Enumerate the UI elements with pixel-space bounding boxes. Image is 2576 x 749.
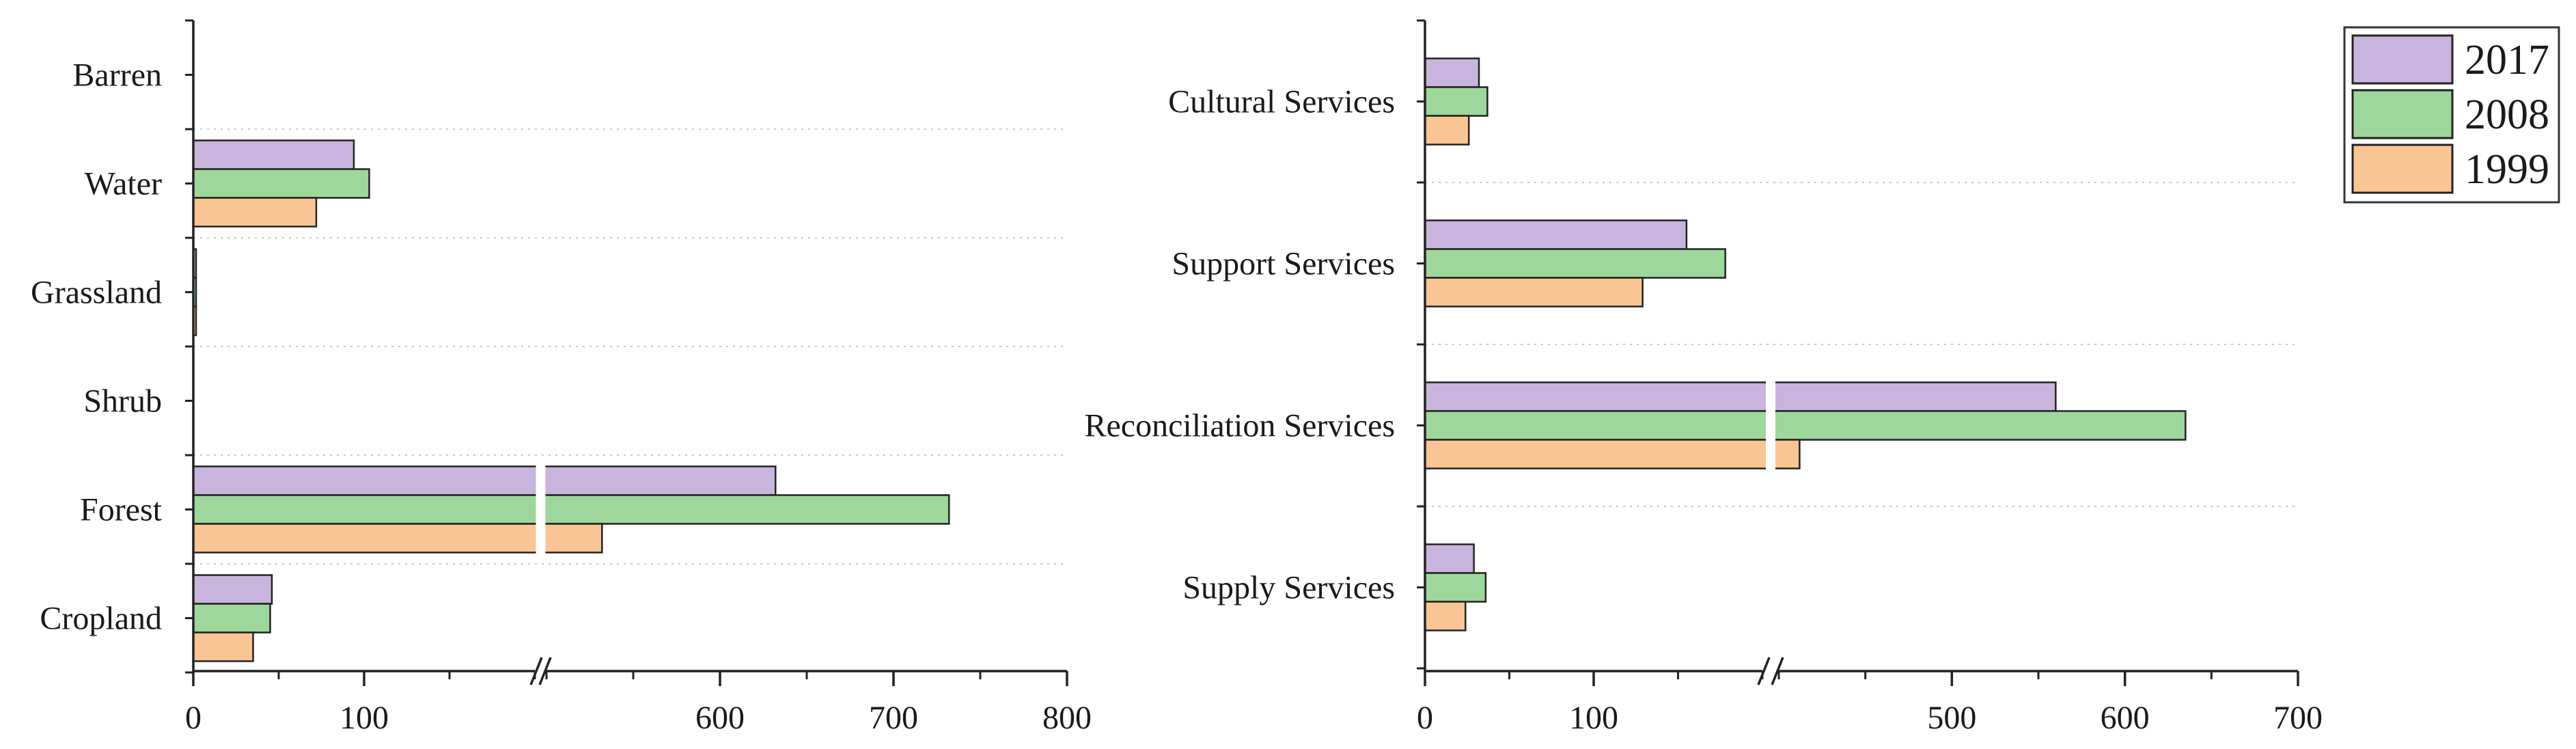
x-tick-label-100: 100 [340,700,389,736]
bar-supply-services-2008 [1424,572,1487,603]
legend: 2017 2008 1999 [2343,26,2560,204]
y-tick-label-shrub: Shrub [83,383,162,420]
y-tick-label-supply-services: Supply Services [1182,570,1395,606]
x-tick-label-500: 500 [1927,700,1976,736]
y-tick-label-water: Water [85,166,162,202]
y-tick-label-forest: Forest [80,492,163,528]
bar-forest-2017 [192,465,777,496]
bar-water-2017 [192,139,355,170]
bar-reconciliation-services-1999 [1424,439,1801,469]
axis-break-mark [1771,657,1784,685]
bar-supply-services-2017 [1424,543,1475,574]
bar-cultural-services-1999 [1424,115,1470,146]
bar-break-gap [536,462,546,557]
bar-water-2008 [192,168,370,199]
bar-water-1999 [192,197,318,228]
chart-ecosystem-services: Cultural Services Support Services Reconci… [1084,19,2323,736]
axis-break-mark [1757,657,1771,685]
legend-swatch-1999 [2351,144,2454,194]
y-tick-label-cultural-services: Cultural Services [1168,84,1395,120]
x-tick-label-0: 0 [1417,700,1433,736]
bar-forest-1999 [192,523,603,554]
bar-cultural-services-2017 [1424,57,1480,88]
y-tick-label-reconciliation-services: Reconciliation Services [1084,408,1395,444]
x-tick-label-600: 600 [695,700,745,736]
chart-land-use: Barren Water Grassland Shrub Forest Cropland 0… [31,19,1092,736]
x-tick-label-600: 600 [2101,700,2150,736]
axis-break-mark [538,657,552,685]
y-tick-label-cropland: Cropland [40,601,162,637]
legend-label-2008: 2008 [2465,92,2549,138]
axis-break-mark [529,657,543,685]
bar-support-services-2017 [1424,219,1688,250]
x-tick-label-800: 800 [1042,700,1092,736]
x-tick-label-700: 700 [869,700,918,736]
y-tick-label-barren: Barren [72,57,162,94]
bar-support-services-2008 [1424,248,1726,279]
legend-label-2017: 2017 [2465,37,2549,83]
bar-break-gap [1766,378,1775,473]
bar-cultural-services-2008 [1424,86,1488,117]
bar-forest-2008 [192,494,950,525]
bar-supply-services-1999 [1424,601,1467,631]
legend-swatch-2017 [2351,34,2454,85]
bar-support-services-1999 [1424,277,1644,308]
bar-reconciliation-services-2017 [1424,381,2057,412]
legend-swatch-2008 [2351,89,2454,139]
legend-label-1999: 1999 [2465,146,2549,193]
bar-cropland-1999 [192,631,254,662]
x-tick-label-700: 700 [2273,700,2323,736]
y-tick-label-grassland: Grassland [31,275,162,311]
bar-cropland-2008 [192,603,271,634]
x-tick-label-100: 100 [1569,700,1618,736]
x-tick-label-0: 0 [185,700,202,736]
bar-reconciliation-services-2008 [1424,410,2187,441]
y-tick-label-support-services: Support Services [1172,246,1395,282]
bar-cropland-2017 [192,574,273,605]
